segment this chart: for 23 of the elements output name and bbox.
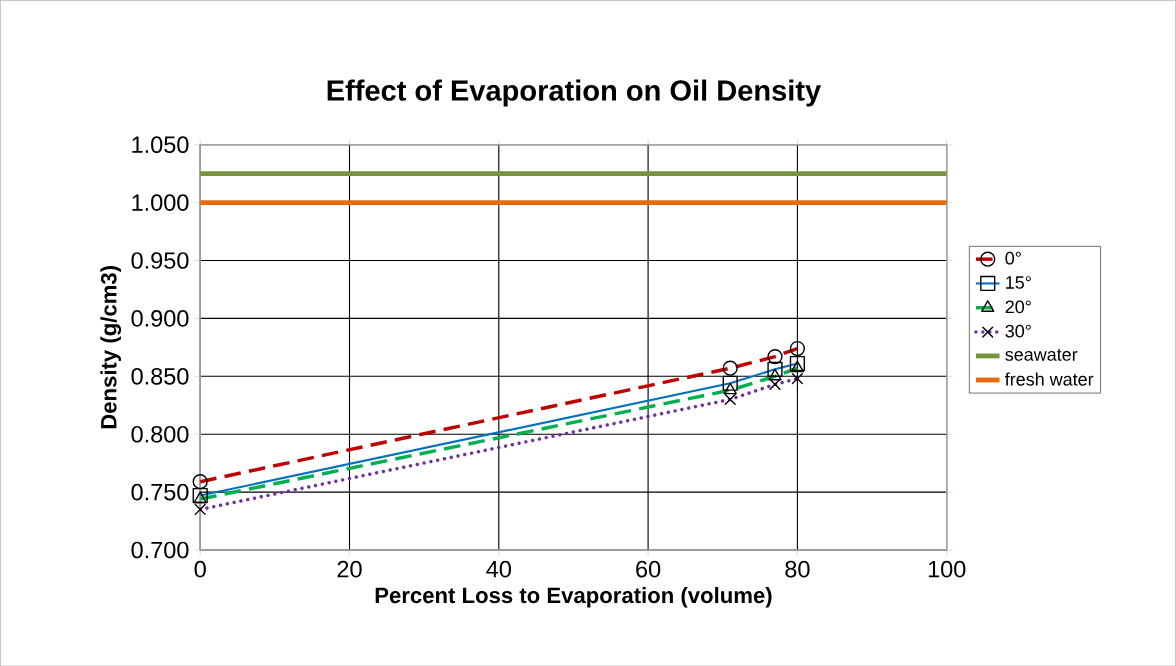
- x-tick-label: 40: [486, 560, 511, 578]
- legend-label: seawater: [1005, 348, 1078, 361]
- legend-label: 15°: [1006, 275, 1031, 289]
- y-tick-label: 0.750: [131, 483, 189, 501]
- x-axis-title: Percent Loss to Evaporation (volume): [375, 586, 772, 608]
- legend-label: fresh water: [1004, 372, 1094, 386]
- x-tick-label: 60: [636, 560, 661, 578]
- y-tick-label: 0.950: [131, 251, 189, 269]
- y-tick-label: 0.800: [131, 425, 189, 443]
- y-tick-label: 1.050: [132, 136, 189, 153]
- legend-label: 30°: [1005, 324, 1031, 338]
- x-tick-label: 0: [194, 560, 206, 578]
- y-tick-label: 0.700: [131, 541, 189, 559]
- y-axis-title: Density (g/cm3): [100, 265, 122, 429]
- x-tick-label: 20: [337, 560, 362, 578]
- y-tick-label: 1.000: [132, 194, 189, 211]
- legend-label: 20°: [1005, 300, 1031, 313]
- y-tick-label: 0.900: [131, 309, 189, 327]
- x-tick-label: 100: [928, 560, 966, 578]
- chart-title: Effect of Evaporation on Oil Density: [327, 79, 821, 107]
- legend-label: 0°: [1005, 251, 1021, 265]
- x-tick-label: 80: [785, 560, 810, 578]
- y-tick-label: 0.850: [131, 367, 189, 385]
